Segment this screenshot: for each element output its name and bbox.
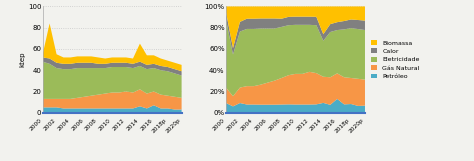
Y-axis label: ktep: ktep	[19, 52, 25, 67]
Legend: Biomassa, Calor, Eletricidade, Gás Natural, Petróleo: Biomassa, Calor, Eletricidade, Gás Natur…	[371, 40, 419, 79]
